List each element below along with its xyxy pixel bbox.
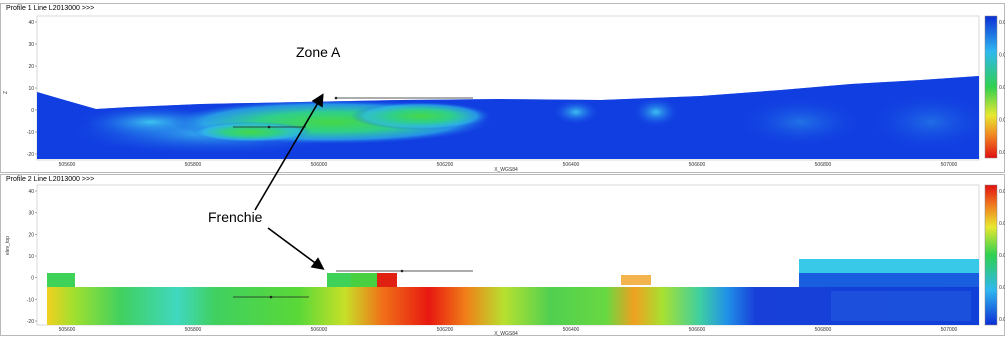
x-tick-label: 506800 xyxy=(815,327,832,333)
y-tick-label: 40 xyxy=(28,20,34,26)
y-tick-label: 30 xyxy=(28,42,34,48)
x-tick-label: 506600 xyxy=(689,327,706,333)
profile-1-colorbar xyxy=(984,15,998,159)
colorbar-tick-label: 0.01 xyxy=(999,317,1005,323)
x-tick-label: 505600 xyxy=(59,327,76,333)
profile-1-section xyxy=(37,76,979,159)
profile-2-plot: 40 30 20 10 0 -10 -20 505600 505800 506000 506200 5… xyxy=(5,184,1005,337)
y-tick-label: 20 xyxy=(28,232,34,238)
x-tick-label: 507000 xyxy=(941,327,958,333)
y-tick-label: 10 xyxy=(28,254,34,260)
profile-1-y-axis-label: Z xyxy=(3,91,9,94)
colorbar-tick-label: 0.03 xyxy=(999,253,1005,259)
x-tick-label: 505800 xyxy=(185,327,202,333)
y-tick-label: 30 xyxy=(28,211,34,217)
profile-1-drillhole-2-marker xyxy=(334,96,338,100)
profile-2-drillhole-2-marker xyxy=(400,269,404,273)
y-tick-label: -20 xyxy=(27,319,34,325)
colorbar-tick-label: 0.02 xyxy=(999,118,1005,124)
x-tick-label: 505600 xyxy=(59,162,76,168)
profile-2-x-axis-label: X_WGS84 xyxy=(494,331,518,337)
colorbar-tick-label: 0.04 xyxy=(999,53,1005,59)
x-tick-label: 506600 xyxy=(689,162,706,168)
colorbar-tick-label: 0.05 xyxy=(999,20,1005,26)
x-tick-label: 506800 xyxy=(815,162,832,168)
x-tick-label: 506400 xyxy=(563,162,580,168)
profile-1-x-axis-label: X_WGS84 xyxy=(494,167,518,173)
y-tick-label: 40 xyxy=(28,189,34,195)
x-tick-label: 506000 xyxy=(311,162,328,168)
profile-2-section xyxy=(47,259,979,325)
profile-1-title: Profile 1 Line L2013000 >>> xyxy=(6,5,95,12)
profile-2-drillhole-1-marker xyxy=(269,295,273,299)
profile-2-y-axis-label: elev_top xyxy=(5,236,11,255)
profile-2-panel: Profile 2 Line L2013000 >>> xyxy=(0,174,1005,337)
y-tick-label: 20 xyxy=(28,64,34,70)
profile-1-panel: Profile 1 Line L2013000 >>> xyxy=(0,3,1005,173)
profile-1-drillhole-1-marker xyxy=(267,125,271,129)
profile-2-y-ticks: 40 30 20 10 0 -10 -20 505600 505800 506000 506200 5… xyxy=(27,189,958,333)
colorbar-tick-label: 0.05 xyxy=(999,189,1005,195)
colorbar-tick-label: 0.04 xyxy=(999,221,1005,227)
colorbar-tick-label: 0.03 xyxy=(999,85,1005,91)
x-tick-label: 506200 xyxy=(437,327,454,333)
x-tick-label: 506200 xyxy=(437,162,454,168)
zone-a-label: Zone A xyxy=(296,44,341,60)
x-tick-label: 505800 xyxy=(185,162,202,168)
x-tick-label: 506000 xyxy=(311,327,328,333)
x-tick-label: 506400 xyxy=(563,327,580,333)
profile-1-plot: 40 30 20 10 0 -10 -20 505600 505800 506000 506200 5… xyxy=(3,15,1005,173)
y-tick-label: 10 xyxy=(28,86,34,92)
colorbar-tick-label: 0.01 xyxy=(999,150,1005,156)
y-tick-label: -10 xyxy=(27,130,34,136)
profile-2-title: Profile 2 Line L2013000 >>> xyxy=(6,176,95,183)
x-tick-label: 507000 xyxy=(941,162,958,168)
profile-2-colorbar xyxy=(984,184,998,326)
y-tick-label: 0 xyxy=(31,108,34,114)
frenchie-label: Frenchie xyxy=(208,209,263,225)
y-tick-label: -10 xyxy=(27,297,34,303)
colorbar-tick-label: 0.02 xyxy=(999,285,1005,291)
y-tick-label: 0 xyxy=(31,276,34,282)
y-tick-label: -20 xyxy=(27,152,34,158)
